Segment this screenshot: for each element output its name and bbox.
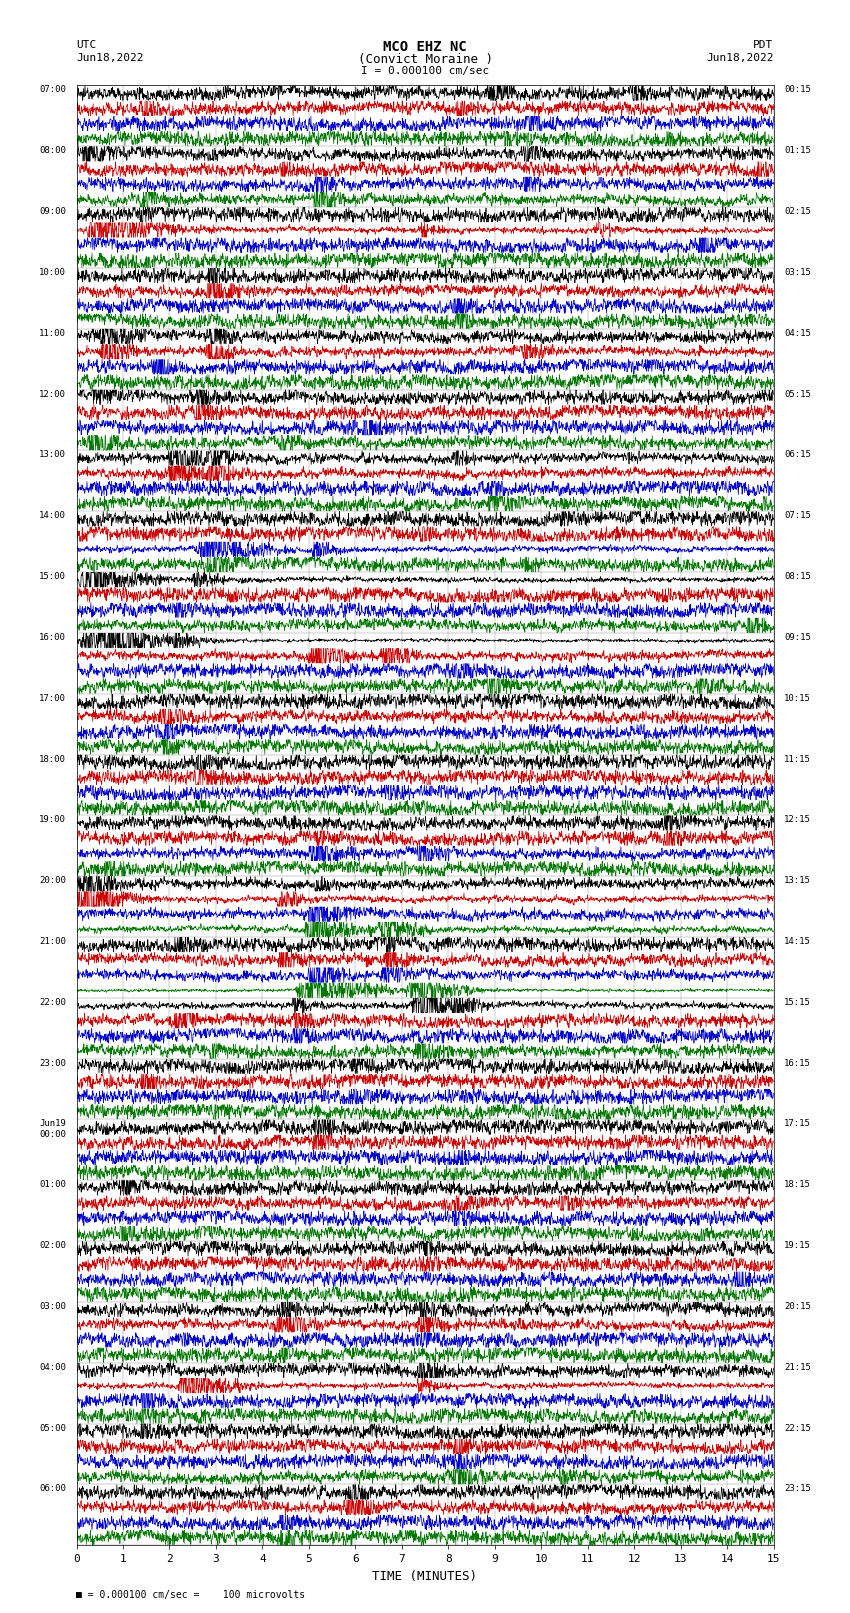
Text: 07:15: 07:15 — [784, 511, 811, 521]
Text: 11:00: 11:00 — [39, 329, 66, 337]
Text: 06:15: 06:15 — [784, 450, 811, 460]
Text: 20:15: 20:15 — [784, 1302, 811, 1311]
Text: 23:00: 23:00 — [39, 1058, 66, 1068]
Text: 08:15: 08:15 — [784, 573, 811, 581]
Text: 16:00: 16:00 — [39, 632, 66, 642]
Text: 01:00: 01:00 — [39, 1181, 66, 1189]
Text: 21:15: 21:15 — [784, 1363, 811, 1371]
Text: I = 0.000100 cm/sec: I = 0.000100 cm/sec — [361, 66, 489, 76]
Text: 19:00: 19:00 — [39, 816, 66, 824]
Text: 08:00: 08:00 — [39, 147, 66, 155]
Text: PDT: PDT — [753, 39, 774, 50]
Text: 12:15: 12:15 — [784, 816, 811, 824]
Text: UTC: UTC — [76, 39, 97, 50]
Text: Jun19
00:00: Jun19 00:00 — [39, 1119, 66, 1139]
Text: 15:15: 15:15 — [784, 998, 811, 1007]
Text: 15:00: 15:00 — [39, 573, 66, 581]
Text: 03:00: 03:00 — [39, 1302, 66, 1311]
Text: 11:15: 11:15 — [784, 755, 811, 763]
Text: 22:00: 22:00 — [39, 998, 66, 1007]
Text: 17:15: 17:15 — [784, 1119, 811, 1129]
Text: 06:00: 06:00 — [39, 1484, 66, 1494]
X-axis label: TIME (MINUTES): TIME (MINUTES) — [372, 1569, 478, 1582]
Text: 02:00: 02:00 — [39, 1240, 66, 1250]
Text: 19:15: 19:15 — [784, 1240, 811, 1250]
Text: 04:00: 04:00 — [39, 1363, 66, 1371]
Text: 09:15: 09:15 — [784, 632, 811, 642]
Text: 13:00: 13:00 — [39, 450, 66, 460]
Text: 16:15: 16:15 — [784, 1058, 811, 1068]
Text: 01:15: 01:15 — [784, 147, 811, 155]
Text: 10:00: 10:00 — [39, 268, 66, 277]
Text: 18:00: 18:00 — [39, 755, 66, 763]
Text: Jun18,2022: Jun18,2022 — [76, 53, 144, 63]
Text: MCO EHZ NC: MCO EHZ NC — [383, 39, 467, 53]
Text: 17:00: 17:00 — [39, 694, 66, 703]
Text: 13:15: 13:15 — [784, 876, 811, 886]
Text: 09:00: 09:00 — [39, 206, 66, 216]
Text: 20:00: 20:00 — [39, 876, 66, 886]
Text: 07:00: 07:00 — [39, 85, 66, 95]
Text: (Convict Moraine ): (Convict Moraine ) — [358, 53, 492, 66]
Text: Jun18,2022: Jun18,2022 — [706, 53, 774, 63]
Text: 14:00: 14:00 — [39, 511, 66, 521]
Text: 12:00: 12:00 — [39, 390, 66, 398]
Text: 10:15: 10:15 — [784, 694, 811, 703]
Text: 21:00: 21:00 — [39, 937, 66, 945]
Text: 03:15: 03:15 — [784, 268, 811, 277]
Text: 04:15: 04:15 — [784, 329, 811, 337]
Text: ■ = 0.000100 cm/sec =    100 microvolts: ■ = 0.000100 cm/sec = 100 microvolts — [76, 1590, 306, 1600]
Text: 05:15: 05:15 — [784, 390, 811, 398]
Text: 00:15: 00:15 — [784, 85, 811, 95]
Text: 23:15: 23:15 — [784, 1484, 811, 1494]
Text: 02:15: 02:15 — [784, 206, 811, 216]
Text: 05:00: 05:00 — [39, 1424, 66, 1432]
Text: 18:15: 18:15 — [784, 1181, 811, 1189]
Text: 22:15: 22:15 — [784, 1424, 811, 1432]
Text: 14:15: 14:15 — [784, 937, 811, 945]
